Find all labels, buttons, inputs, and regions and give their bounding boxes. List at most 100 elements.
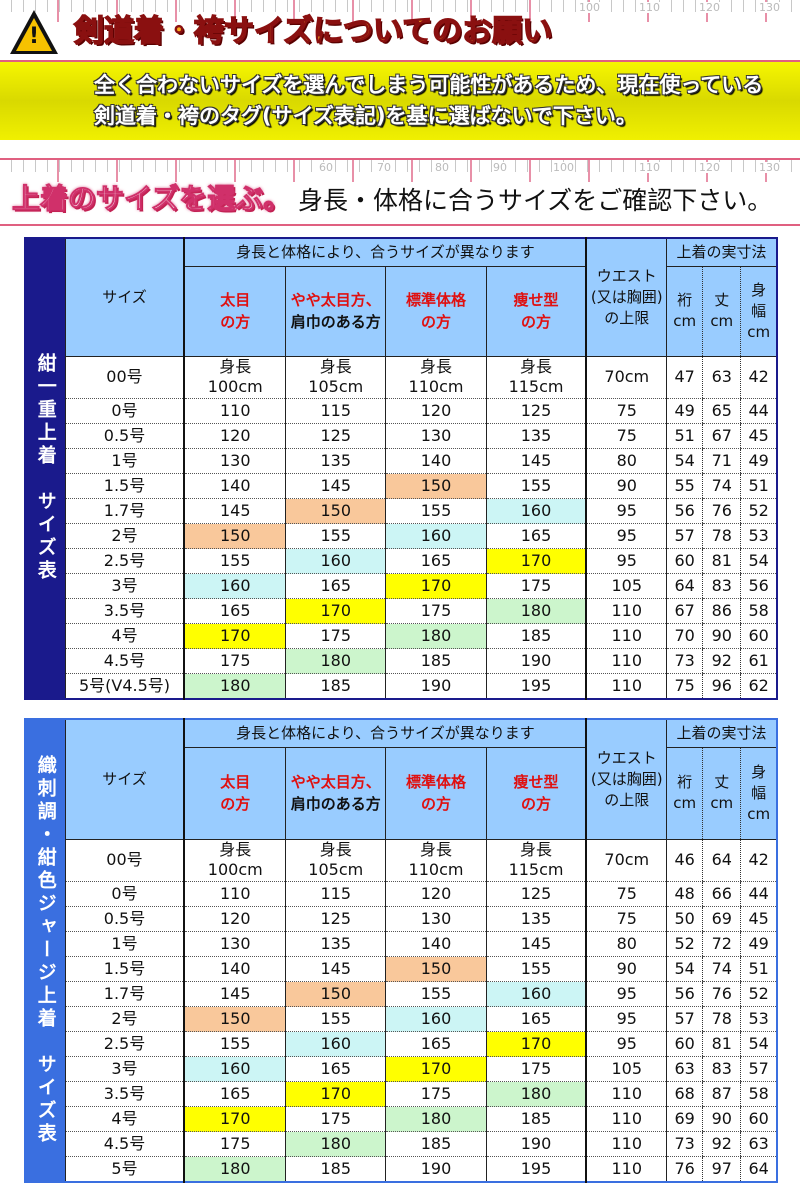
height-group-header: 身長と体格により、合うサイズが異なります bbox=[183, 719, 587, 748]
size-cell: 3号 bbox=[64, 573, 185, 600]
height-cell: 135 bbox=[285, 448, 386, 475]
width-cell: 58 bbox=[740, 1081, 777, 1108]
height-cell: 身長 115cm bbox=[485, 356, 587, 400]
section-title: 上着のサイズを選ぶ。 bbox=[11, 182, 292, 215]
size-cell: 2.5号 bbox=[64, 1031, 185, 1058]
height-label: 身長 bbox=[219, 839, 252, 859]
height-cell: 135 bbox=[285, 931, 386, 958]
measure-m3-header: 身幅cm bbox=[740, 266, 777, 357]
length-cell: 78 bbox=[702, 1006, 741, 1033]
width-cell: 52 bbox=[740, 981, 777, 1008]
height-cell: 175 bbox=[183, 1131, 286, 1158]
height-cell: 165 bbox=[183, 598, 286, 625]
table-row: 1.5号 140 145 150 155 90 54 74 51 bbox=[25, 956, 777, 983]
body-type-line1: 太目 bbox=[220, 290, 251, 309]
ruler-number: 70 bbox=[376, 161, 392, 174]
height-cell: 185 bbox=[385, 1131, 487, 1158]
length-cell: 74 bbox=[702, 956, 741, 983]
ruler-number: 110 bbox=[638, 161, 661, 174]
sleeve-cell: 75 bbox=[666, 673, 703, 700]
height-cell: 160 bbox=[485, 498, 587, 525]
body-type-line2: の方 bbox=[220, 313, 251, 331]
height-cell: 170 bbox=[183, 623, 286, 650]
height-cell: 140 bbox=[385, 931, 487, 958]
height-cell: 身長 105cm bbox=[285, 356, 386, 400]
length-cell: 83 bbox=[702, 573, 741, 600]
width-cell: 54 bbox=[740, 1031, 777, 1058]
height-cell: 145 bbox=[485, 931, 587, 958]
height-cell: 145 bbox=[285, 956, 386, 983]
length-cell: 69 bbox=[702, 906, 741, 933]
sleeve-cell: 51 bbox=[666, 423, 703, 450]
height-cell: 180 bbox=[285, 1131, 386, 1158]
height-cell: 195 bbox=[485, 673, 587, 700]
sleeve-cell: 52 bbox=[666, 931, 703, 958]
body-type-line2: の方 bbox=[220, 795, 251, 813]
height-cell: 150 bbox=[183, 523, 286, 550]
table-row: 4号 170 175 180 185 110 69 90 60 bbox=[25, 1106, 777, 1133]
width-cell: 64 bbox=[740, 1156, 777, 1183]
table-row: 1.7号 145 150 155 160 95 56 76 52 bbox=[25, 498, 777, 525]
table-row: 1.5号 140 145 150 155 90 55 74 51 bbox=[25, 473, 777, 500]
size-cell: 2.5号 bbox=[64, 548, 185, 575]
table-side-label: 織刺調・紺色ジャージ上着 サイズ表 bbox=[25, 719, 66, 1182]
height-cell: 175 bbox=[183, 648, 286, 675]
size-table-navy-single: 紺一重上着 サイズ表 サイズ 身長と体格により、合うサイズが異なります ウエスト… bbox=[24, 237, 778, 700]
height-value: 100cm bbox=[207, 377, 263, 397]
ruler-number: 80 bbox=[434, 161, 450, 174]
height-cell: 155 bbox=[485, 956, 587, 983]
sleeve-cell: 48 bbox=[666, 881, 703, 908]
size-cell: 1.7号 bbox=[64, 981, 185, 1008]
width-cell: 49 bbox=[740, 931, 777, 958]
length-cell: 74 bbox=[702, 473, 741, 500]
body-type-line1: 太目 bbox=[220, 772, 251, 791]
size-cell: 4号 bbox=[64, 623, 185, 650]
height-cell: 145 bbox=[183, 981, 286, 1008]
size-cell: 2号 bbox=[64, 523, 185, 550]
waist-cell: 110 bbox=[585, 648, 667, 675]
height-cell: 115 bbox=[285, 881, 386, 908]
length-cell: 72 bbox=[702, 931, 741, 958]
sleeve-cell: 47 bbox=[666, 356, 703, 400]
height-cell: 160 bbox=[183, 573, 286, 600]
waist-cell: 95 bbox=[585, 548, 667, 575]
width-cell: 53 bbox=[740, 523, 777, 550]
banner-title: 剣道着・袴サイズについてのお願い bbox=[73, 14, 553, 49]
size-cell: 4号 bbox=[64, 1106, 185, 1133]
height-cell: 125 bbox=[285, 906, 386, 933]
waist-cell: 75 bbox=[585, 398, 667, 425]
sleeve-cell: 69 bbox=[666, 1106, 703, 1133]
width-cell: 42 bbox=[740, 356, 777, 400]
waist-cell: 80 bbox=[585, 931, 667, 958]
table-row: 3号 160 165 170 175 105 63 83 57 bbox=[25, 1056, 777, 1083]
height-cell: 160 bbox=[183, 1056, 286, 1083]
height-label: 身長 bbox=[520, 839, 553, 859]
height-cell: 165 bbox=[485, 523, 587, 550]
height-value: 110cm bbox=[408, 377, 464, 397]
height-cell: 115 bbox=[285, 398, 386, 425]
size-cell: 0号 bbox=[64, 398, 185, 425]
height-cell: 160 bbox=[485, 981, 587, 1008]
length-cell: 92 bbox=[702, 1131, 741, 1158]
table-row: 1.7号 145 150 155 160 95 56 76 52 bbox=[25, 981, 777, 1008]
waist-cell: 95 bbox=[585, 1031, 667, 1058]
body-type-line2: の方 bbox=[521, 313, 552, 331]
height-cell: 150 bbox=[285, 498, 386, 525]
height-label: 身長 bbox=[420, 839, 453, 859]
measure-m3-header: 身幅cm bbox=[740, 747, 777, 840]
height-cell: 155 bbox=[485, 473, 587, 500]
height-cell: 140 bbox=[385, 448, 487, 475]
height-cell: 身長 105cm bbox=[285, 839, 386, 883]
height-cell: 190 bbox=[485, 648, 587, 675]
height-cell: 140 bbox=[183, 473, 286, 500]
size-cell: 3.5号 bbox=[64, 598, 185, 625]
ruler-number: 60 bbox=[318, 161, 334, 174]
length-cell: 81 bbox=[702, 548, 741, 575]
height-cell: 175 bbox=[285, 1106, 386, 1133]
height-cell: 165 bbox=[385, 1031, 487, 1058]
sleeve-cell: 57 bbox=[666, 523, 703, 550]
waist-cell: 70cm bbox=[585, 839, 667, 883]
size-cell: 3.5号 bbox=[64, 1081, 185, 1108]
table-row: 00号 身長 100cm 身長 105cm 身長 110cm 身長 115cm 70cm 47 63 4… bbox=[25, 356, 777, 400]
width-cell: 57 bbox=[740, 1056, 777, 1083]
